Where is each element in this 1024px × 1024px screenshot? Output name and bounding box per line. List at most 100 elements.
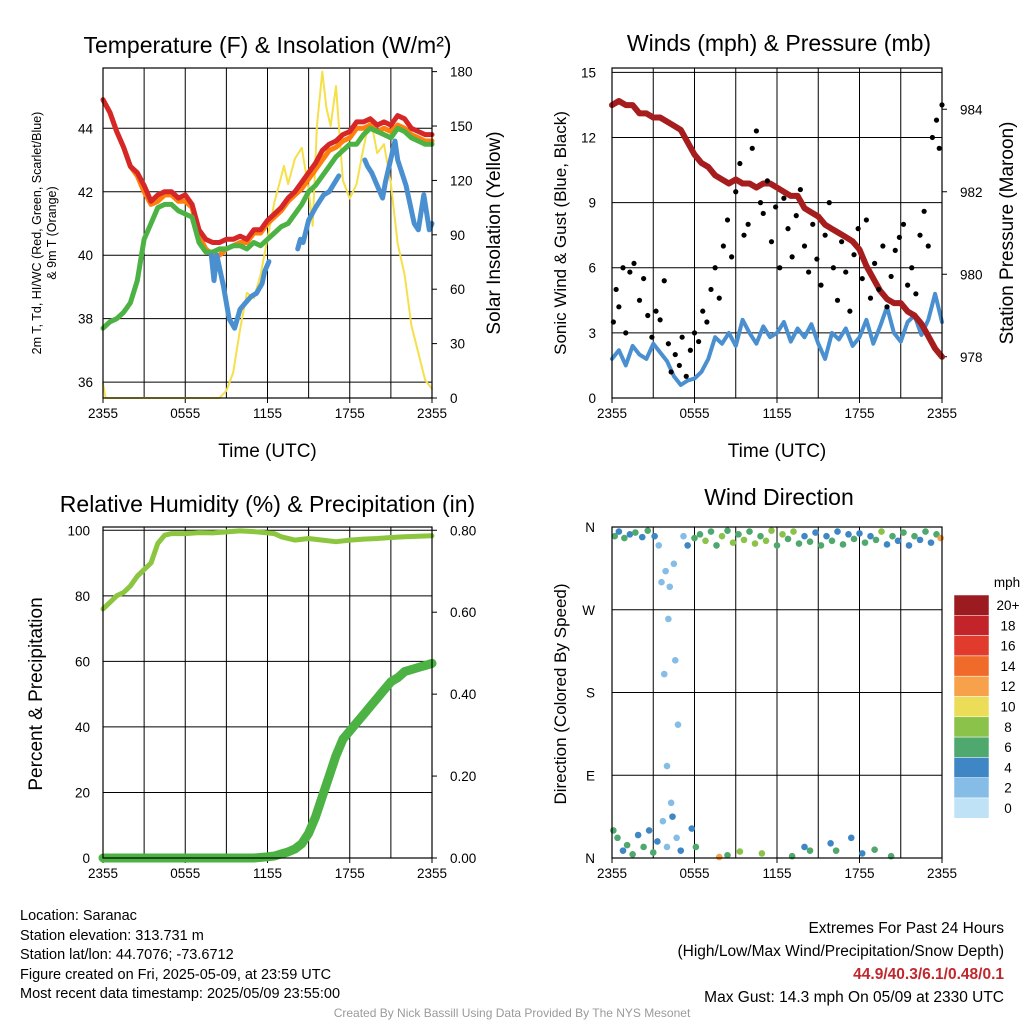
gust-point (884, 304, 890, 310)
y2-tick-label: 980 (960, 267, 983, 282)
direction-point (801, 532, 808, 540)
x-tick-label: 1155 (253, 406, 282, 421)
gust-point (661, 278, 667, 284)
gust-point (645, 312, 651, 319)
direction-point (614, 834, 621, 842)
y-tick-label: 36 (78, 375, 93, 390)
legend-label: 20+ (997, 598, 1020, 613)
direction-point (872, 536, 880, 544)
direction-point (927, 539, 935, 546)
direction-point (667, 799, 675, 807)
y2-axis-label: Solar Insolation (Yellow) (484, 131, 505, 334)
direction-point (696, 531, 704, 538)
station-location: Location: Saranac (20, 908, 137, 924)
gust-point (921, 208, 927, 214)
gust-point (708, 286, 714, 293)
direction-point (655, 542, 663, 549)
direction-point (746, 528, 753, 535)
direction-point (660, 670, 668, 678)
direction-point (615, 528, 623, 535)
direction-point (670, 560, 678, 568)
station-latlon: Station lat/lon: 44.7076; -73.6712 (20, 947, 234, 964)
winds-panel: 2355 0555 1155 1755 235503691215978980982984… (551, 30, 1018, 462)
direction-point (757, 532, 764, 540)
legend-label: 8 (1004, 720, 1012, 735)
direction-point (736, 848, 744, 855)
series-rh (100, 528, 435, 612)
gust-point (712, 265, 718, 271)
gust-point (917, 232, 923, 238)
gust-point (855, 226, 861, 232)
direction-point (663, 843, 671, 851)
legend-swatch (953, 594, 990, 616)
gust-point (679, 334, 685, 340)
direction-point (724, 851, 731, 859)
gust-point (880, 243, 886, 249)
x-axis-label: Time (UTC) (218, 441, 317, 462)
y-tick-label: 40 (75, 720, 90, 735)
gust-point (801, 243, 808, 249)
direction-point (847, 834, 855, 842)
direction-point (623, 841, 631, 849)
y-tick-label: 3 (588, 326, 596, 341)
y-tick-label: S (586, 686, 595, 701)
gust-point (627, 269, 633, 275)
chart-title: Temperature (F) & Insolation (W/m²) (83, 32, 451, 58)
direction-point (629, 851, 636, 858)
legend-swatch (953, 797, 990, 819)
gust-point (687, 347, 693, 353)
y-tick-label: 0 (82, 851, 90, 866)
y-tick-label: 20 (75, 785, 90, 800)
legend-swatch (953, 655, 990, 677)
x-tick-label: 1755 (335, 406, 365, 421)
gust-point (834, 297, 841, 303)
direction-point (715, 853, 723, 861)
direction-point (834, 528, 841, 535)
y2-tick-label: 0.80 (450, 523, 476, 538)
speed-legend: mph 20+ 18 16 14 12 10 8 6 4 2 0 (953, 575, 1020, 819)
direction-point (619, 847, 627, 854)
gust-point (797, 186, 803, 193)
direction-point (894, 537, 902, 545)
gust-point (933, 117, 940, 123)
direction-point (729, 539, 737, 546)
direction-point (611, 532, 619, 540)
gust-point (653, 308, 659, 314)
y-tick-label: 100 (67, 523, 90, 538)
direction-point (640, 843, 647, 851)
direction-point (626, 531, 634, 538)
gust-point (909, 265, 915, 271)
direction-point (751, 540, 759, 547)
gust-point (905, 282, 911, 288)
gust-point (641, 275, 647, 282)
direction-point (662, 567, 669, 575)
gust-point (729, 254, 735, 260)
gust-point (863, 217, 869, 223)
legend-label: 0 (1004, 801, 1012, 816)
gust-point (753, 128, 759, 134)
direction-point (883, 541, 891, 548)
x-tick-label: 0555 (679, 406, 709, 421)
y-axis-label: Direction (Colored By Speed) (551, 583, 570, 804)
gust-point (676, 362, 682, 369)
legend-swatch (953, 736, 990, 758)
extremes-subtitle: (High/Low/Max Wind/Precipitation/Snow De… (677, 943, 1005, 960)
direction-point (762, 537, 770, 545)
series-wind-chill (208, 252, 272, 331)
direction-point (651, 532, 658, 540)
gust-point (623, 330, 629, 336)
direction-point (669, 813, 676, 820)
gust-point (757, 200, 764, 206)
direction-point (634, 831, 642, 839)
recent-timestamp: Most recent data timestamp: 2025/05/09 2… (20, 986, 341, 1003)
direction-point (823, 532, 830, 540)
gust-point (818, 282, 824, 288)
x-tick-label: 0555 (170, 866, 200, 881)
gust-point (896, 234, 902, 240)
gust-point (764, 178, 770, 184)
y-tick-label: 12 (581, 130, 596, 145)
plot-border (611, 67, 943, 399)
direction-point (832, 847, 840, 854)
gust-point (733, 189, 739, 195)
